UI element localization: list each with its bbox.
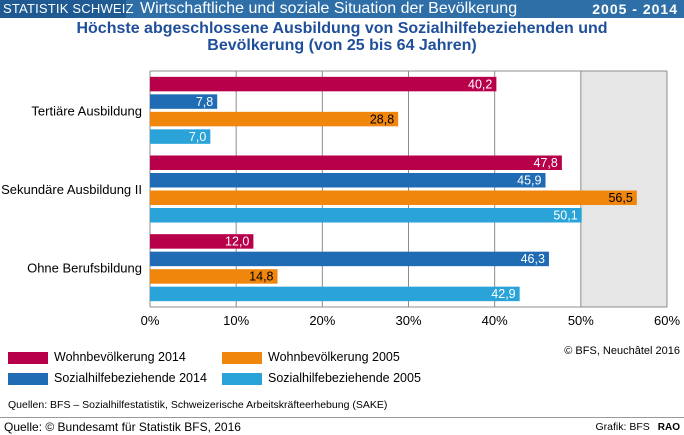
sources-note: Quellen: BFS – Sozialhilfestatistik, Sch… <box>8 399 388 411</box>
legend-swatch <box>222 351 262 364</box>
brand-box <box>0 0 126 18</box>
bar-value-label: 28,8 <box>370 112 394 126</box>
chart-legend: Wohnbevölkerung 2014 Sozialhilfebeziehend… <box>8 350 508 392</box>
footer-graphic-credit: Grafik: BFS <box>595 421 650 433</box>
bar <box>150 94 218 109</box>
chart-title: Höchste abgeschlossene Ausbildung von So… <box>0 20 684 54</box>
bar <box>150 190 637 205</box>
bar <box>150 208 582 223</box>
bar <box>150 269 278 284</box>
x-tick-label: 0% <box>141 313 160 328</box>
chart-title-line-2: Bevölkerung (von 25 bis 64 Jahren) <box>207 37 477 54</box>
x-tick-label: 60% <box>654 313 680 328</box>
bar-value-label: 12,0 <box>225 235 249 249</box>
bar-value-label: 40,2 <box>468 77 492 91</box>
header-title: Wirtschaftliche und soziale Situation de… <box>140 0 518 17</box>
category-label: Sekundäre Ausbildung II <box>1 182 142 197</box>
legend-label: Sozialhilfebeziehende 2014 <box>54 371 207 385</box>
legend-label: Wohnbevölkerung 2014 <box>54 350 186 364</box>
bar-value-label: 45,9 <box>517 174 541 188</box>
footer-code: RAO <box>657 422 680 433</box>
bar-value-label: 14,8 <box>249 270 273 284</box>
bar-value-label: 50,1 <box>553 209 577 223</box>
bar-value-label: 7,0 <box>189 130 206 144</box>
legend-item: Sozialhilfebeziehende 2005 <box>222 371 421 385</box>
copyright-note: © BFS, Neuchâtel 2016 <box>564 345 680 357</box>
header-years: 2005 - 2014 <box>592 1 678 17</box>
legend-swatch <box>8 372 48 385</box>
bar-value-label: 56,5 <box>608 191 632 205</box>
footer-divider <box>0 417 684 418</box>
bar <box>150 251 549 267</box>
x-tick-label: 30% <box>395 313 421 328</box>
bar <box>150 173 546 188</box>
legend-item: Wohnbevölkerung 2014 <box>8 350 186 364</box>
bar <box>150 155 562 170</box>
bar-value-label: 46,3 <box>521 252 545 266</box>
legend-item: Sozialhilfebeziehende 2014 <box>8 371 207 385</box>
footer-credit: Grafik: BFS RAO <box>596 421 681 433</box>
bar <box>150 111 399 127</box>
x-tick-label: 10% <box>223 313 249 328</box>
legend-swatch <box>222 372 262 385</box>
footer-source: Quelle: © Bundesamt für Statistik BFS, 2… <box>4 420 241 434</box>
category-label: Tertiäre Ausbildung <box>31 103 142 118</box>
legend-label: Sozialhilfebeziehende 2005 <box>268 371 421 385</box>
bar <box>150 76 497 92</box>
bar <box>150 234 254 249</box>
header-bar: STATISTIK SCHWEIZ Wirtschaftliche und so… <box>0 0 684 18</box>
brand-label: STATISTIK SCHWEIZ <box>3 1 134 16</box>
legend-label: Wohnbevölkerung 2005 <box>268 350 400 364</box>
bar-value-label: 47,8 <box>534 156 558 170</box>
x-tick-label: 50% <box>568 313 594 328</box>
category-label: Ohne Berufsbildung <box>27 261 142 276</box>
legend-swatch <box>8 351 48 364</box>
plot-shade <box>580 71 667 307</box>
bar-chart: 0% 10% 20% 30% 40% 50% 60% Tertiäre Ausbildung 4… <box>1 70 680 328</box>
bar <box>150 286 520 302</box>
bar <box>150 129 211 144</box>
bar-value-label: 7,8 <box>196 95 213 109</box>
x-tick-label: 20% <box>309 313 335 328</box>
legend-item: Wohnbevölkerung 2005 <box>222 350 400 364</box>
chart-title-line-1: Höchste abgeschlossene Ausbildung von So… <box>76 20 608 37</box>
x-tick-label: 40% <box>482 313 508 328</box>
bar-value-label: 42,9 <box>491 287 515 301</box>
